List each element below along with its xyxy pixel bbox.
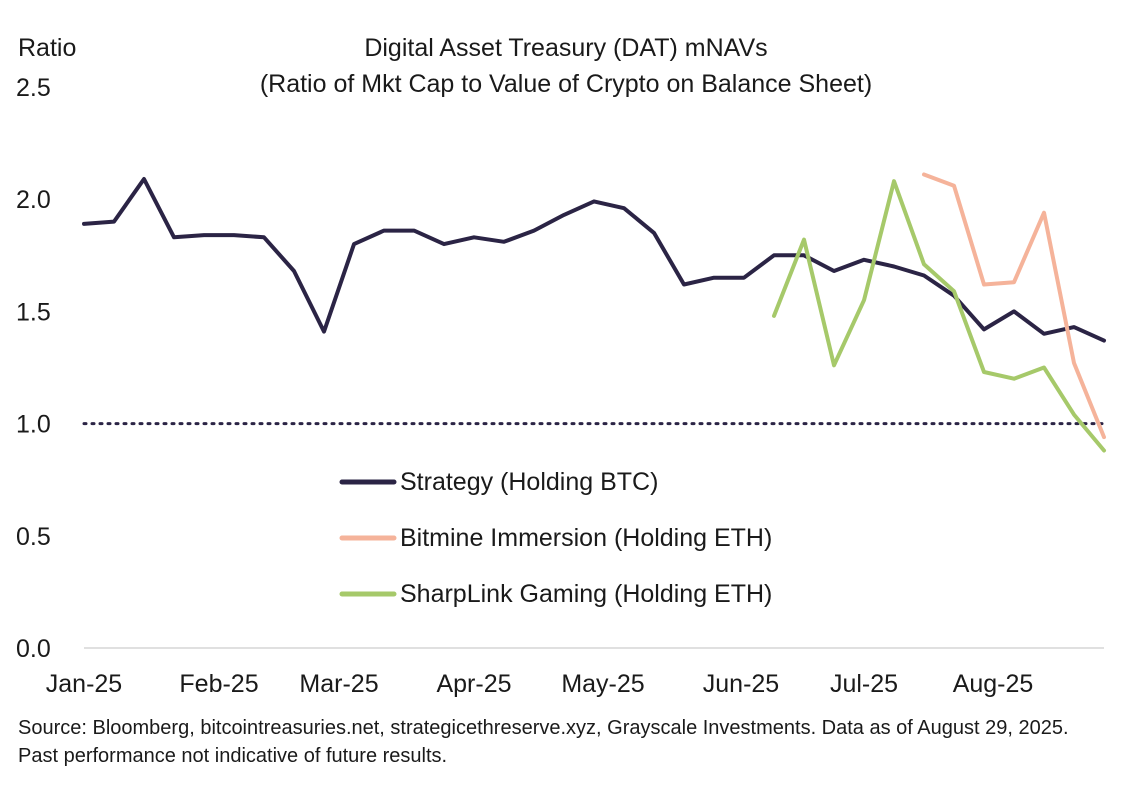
legend: Strategy (Holding BTC) Bitmine Immersion… [339,468,772,608]
series-layer [82,172,1106,453]
chart-subtitle: (Ratio of Mkt Cap to Value of Crypto on … [260,70,872,98]
x-tick-label: Feb-25 [179,670,258,698]
series-line-strategy [82,177,1106,343]
source-footnote: Source: Bloomberg, bitcointreasuries.net… [18,717,1069,767]
y-axis-ticks: 0.0 0.5 1.0 1.5 2.0 2.5 [16,74,51,663]
series-line-sharplink [772,179,1106,453]
x-tick-label: Jun-25 [703,670,779,698]
y-tick-label: 1.0 [16,411,51,439]
x-tick-label: Aug-25 [953,670,1034,698]
x-tick-label: Jan-25 [46,670,122,698]
y-tick-label: 2.0 [16,186,51,214]
y-tick-label: 1.5 [16,298,51,326]
y-tick-label: 0.5 [16,523,51,551]
x-tick-label: Mar-25 [299,670,378,698]
legend-label-bitmine: Bitmine Immersion (Holding ETH) [400,524,772,552]
x-tick-label: Apr-25 [436,670,511,698]
y-axis-label: Ratio [18,34,76,62]
legend-label-sharplink: SharpLink Gaming (Holding ETH) [400,580,772,608]
mnav-line-chart: Digital Asset Treasury (DAT) mNAVs (Rati… [16,34,1106,698]
series-line-bitmine [922,172,1106,440]
y-tick-label: 0.0 [16,635,51,663]
x-tick-label: Jul-25 [830,670,898,698]
y-tick-label: 2.5 [16,74,51,102]
chart-title: Digital Asset Treasury (DAT) mNAVs [364,34,767,62]
x-tick-label: May-25 [561,670,644,698]
x-axis-ticks: Jan-25 Feb-25 Mar-25 Apr-25 May-25 Jun-25 Jul-… [46,670,1034,698]
legend-label-strategy: Strategy (Holding BTC) [400,468,658,496]
